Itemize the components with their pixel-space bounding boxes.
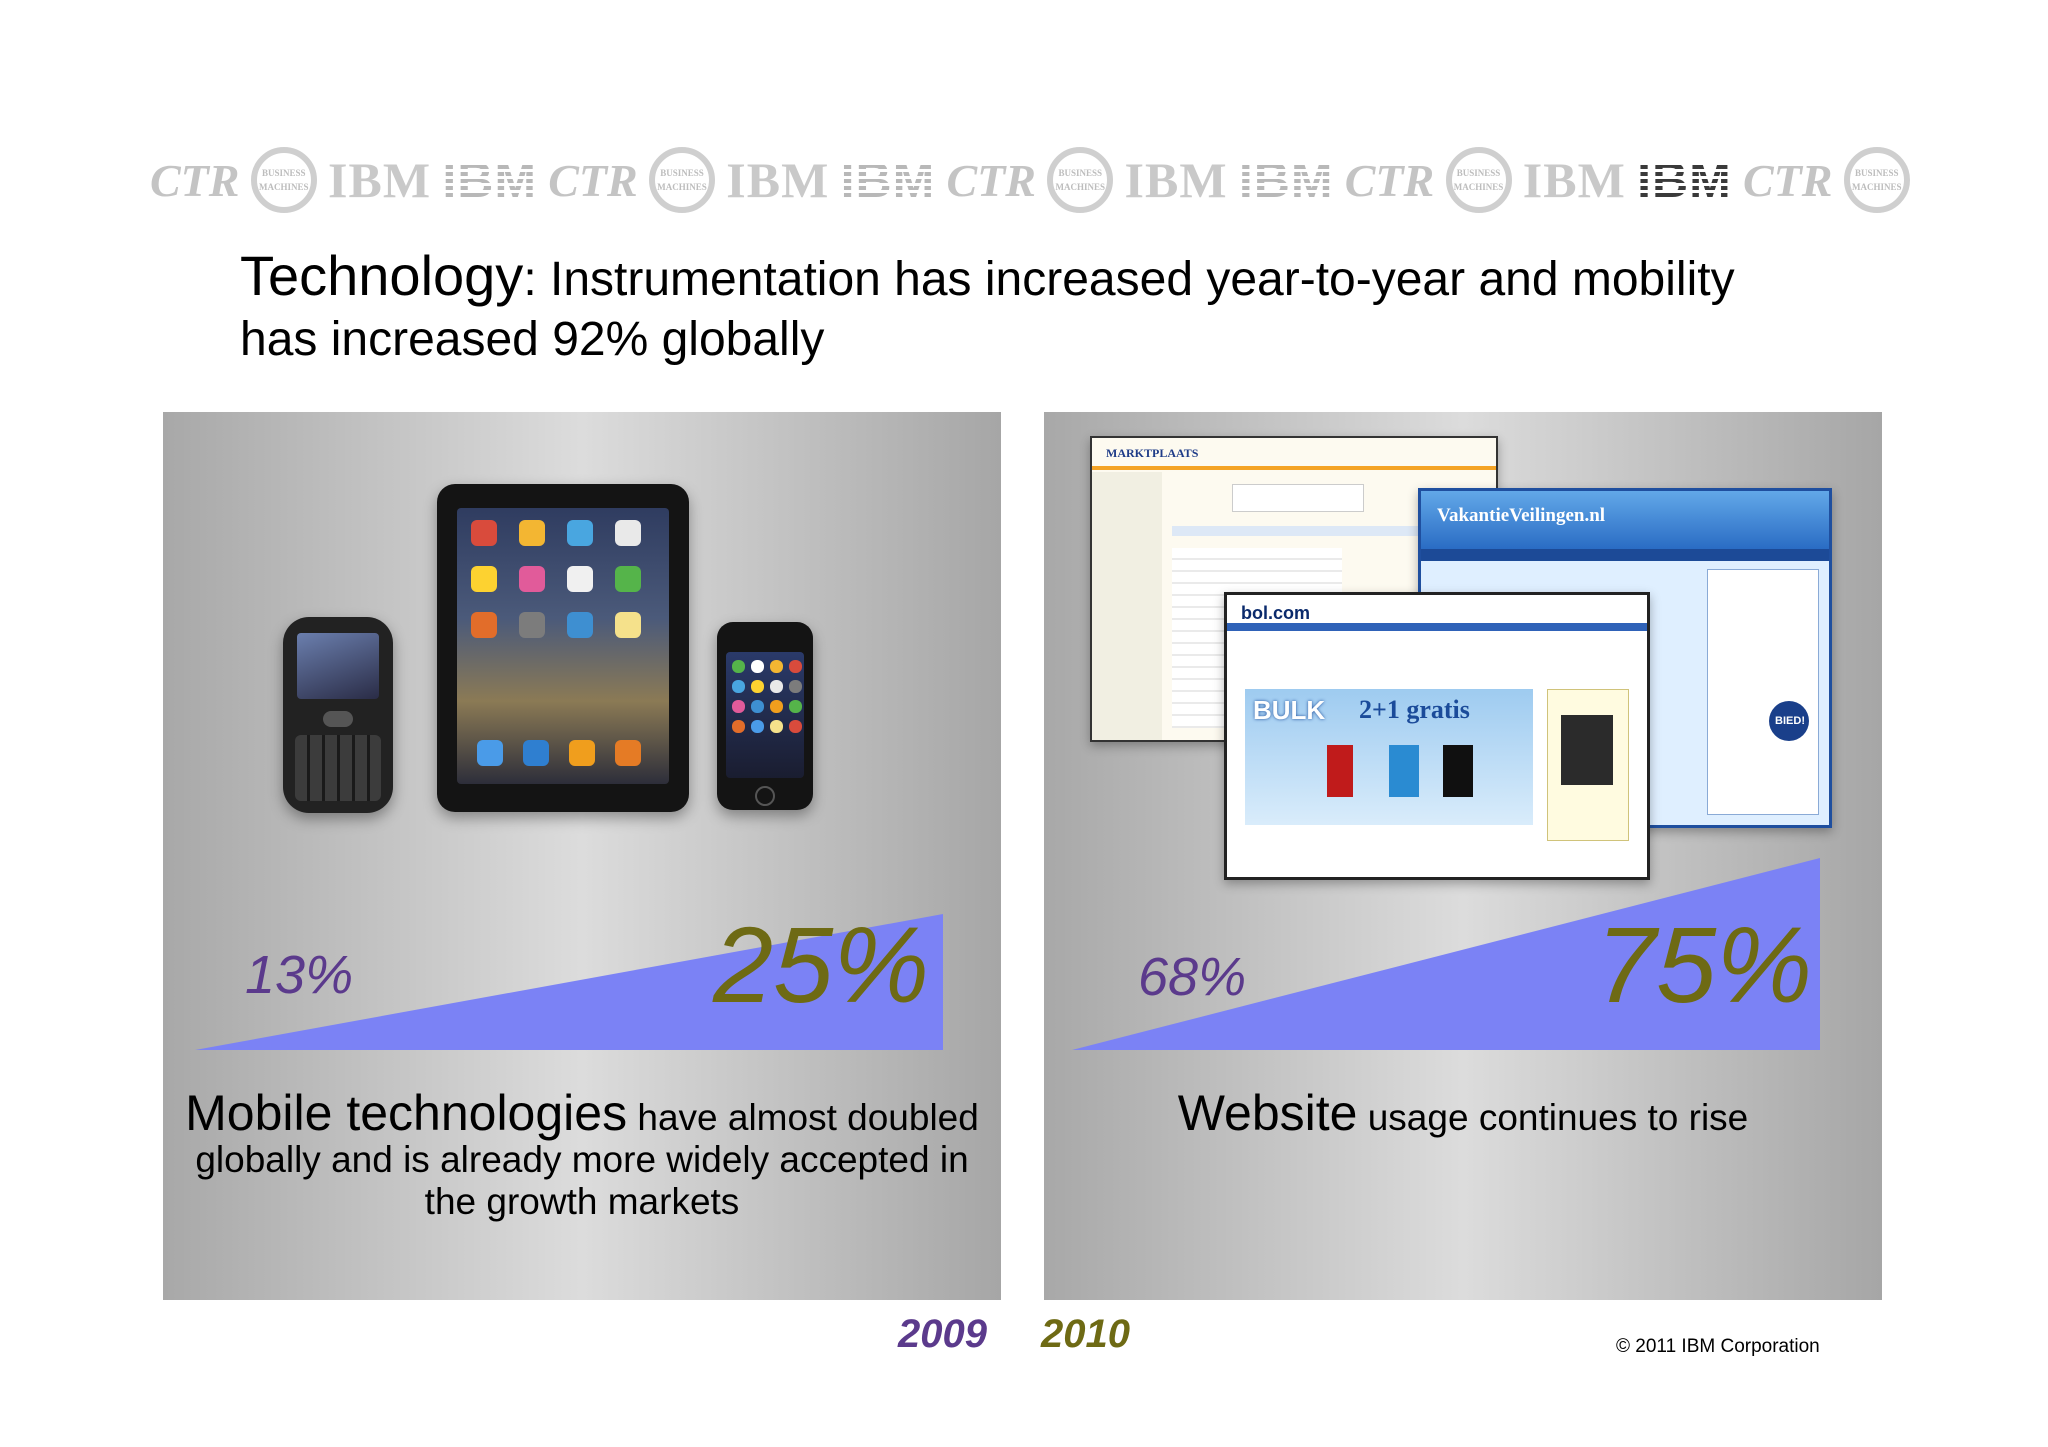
tablet-icon [437, 484, 689, 812]
title-text: : Instrumentation has increased year-to-… [240, 253, 1735, 366]
business-machines-seal: BUSINESS MACHINES [649, 147, 715, 213]
smartphone-icon [283, 617, 393, 813]
ctr-logo: CTR [1743, 154, 1833, 206]
bolcom-screenshot: bol.com BULK 2+1 gratis [1224, 592, 1650, 880]
business-machines-seal: BUSINESS MACHINES [1843, 147, 1910, 213]
ctr-logo: CTR [150, 154, 240, 206]
copyright-notice: © 2011 IBM Corporation [1616, 1336, 1820, 1357]
ibm-logo: IBM [442, 152, 537, 208]
bolcom-logo: bol.com [1241, 603, 1311, 623]
marktplaats-logo: MARKTPLAATS [1106, 446, 1199, 460]
ctr-logo: CTR [548, 154, 638, 206]
value-2010: 25% [713, 904, 930, 1025]
mobile-panel: 13% 25% Mobile technologies have almost … [163, 412, 1001, 1300]
value-2009: 68% [1138, 947, 1247, 1007]
legend-year-2010: 2010 [1041, 1312, 1130, 1356]
growth-wedge [195, 914, 943, 1050]
ibm-logo: IBM [1238, 152, 1334, 208]
caption-text: usage continues to rise [1357, 1097, 1749, 1138]
ibm-logo: IBM [1637, 152, 1732, 208]
title-lead: Technology [240, 244, 524, 307]
value-2010: 75% [1596, 904, 1813, 1025]
business-machines-seal: BUSINESS MACHINES [1445, 147, 1512, 213]
caption-text: have almost doubled globally and is alre… [195, 1097, 979, 1222]
ibm-logo: IBM [840, 152, 936, 208]
business-machines-seal: BUSINESS MACHINES [250, 147, 317, 213]
ctr-logo: CTR [1344, 154, 1435, 206]
ctr-logo: CTR [946, 154, 1036, 206]
bid-badge: BIED! [1775, 715, 1805, 727]
ibm-logo: IBM [1124, 152, 1228, 208]
website-panel: MARKTPLAATS VakantieVeilingen.nl BIED! b… [1044, 412, 1882, 1300]
caption-highlight: Mobile technologies [185, 1085, 628, 1141]
website-caption: Website usage continues to rise [1064, 1088, 1862, 1139]
ibm-logo: IBM [328, 152, 432, 208]
phone-icon [717, 622, 813, 810]
caption-highlight: Website [1177, 1085, 1358, 1141]
legend-year-2009: 2009 [898, 1312, 987, 1356]
slide-title: Technology: Instrumentation has increase… [240, 246, 1800, 370]
mobile-caption: Mobile technologies have almost doubled … [183, 1088, 981, 1223]
growth-wedge [1072, 858, 1820, 1050]
ibm-logo: IBM [726, 152, 830, 208]
vakantieveilingen-logo: VakantieVeilingen.nl [1437, 505, 1606, 526]
growth-wedge-shape [1072, 858, 1820, 1050]
value-2009: 13% [245, 945, 354, 1005]
business-machines-seal: BUSINESS MACHINES [1047, 147, 1114, 213]
bulk-label: BULK [1253, 695, 1326, 725]
logo-banner: CTR BUSINESS MACHINES IBM IBM CTR BUSINESS MA… [150, 140, 1910, 220]
growth-wedge-shape [195, 914, 943, 1050]
promo-label: 2+1 gratis [1359, 695, 1470, 724]
ibm-logo: IBM [1522, 152, 1626, 208]
